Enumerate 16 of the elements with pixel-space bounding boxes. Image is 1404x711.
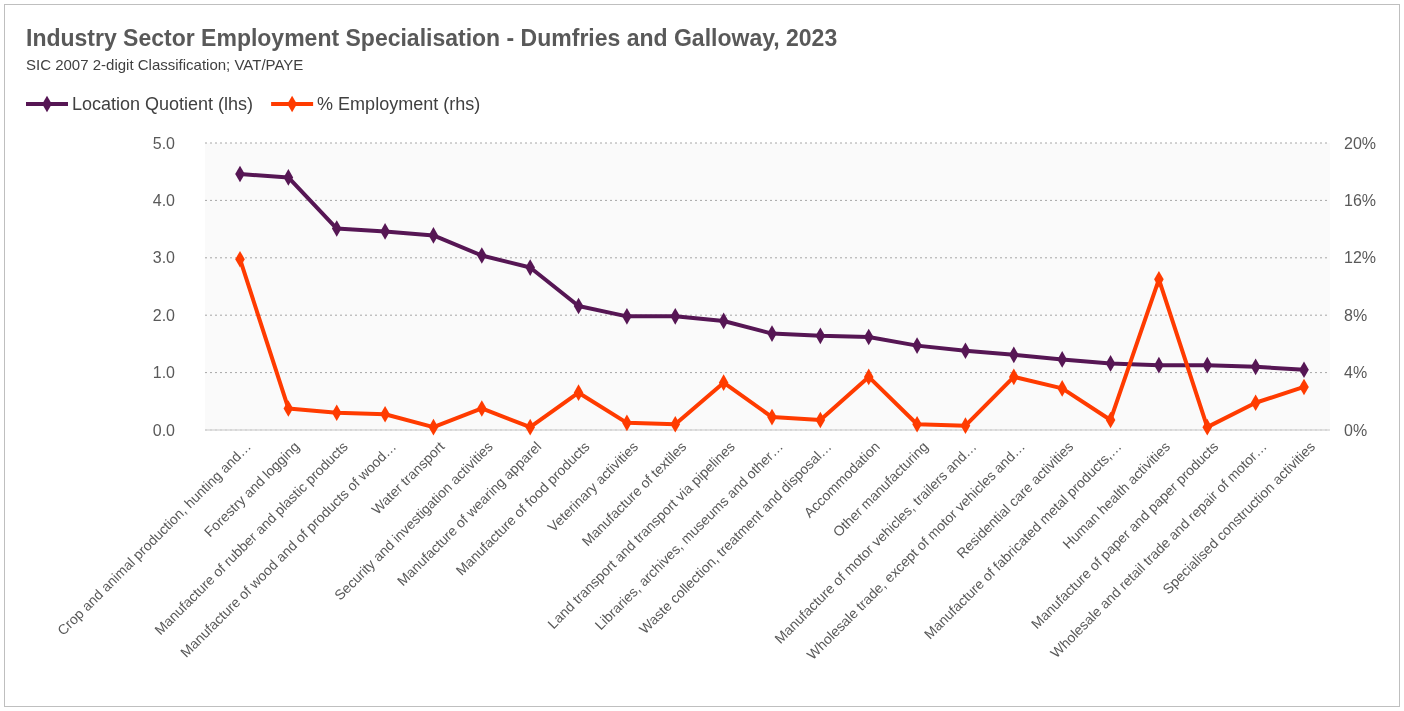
y2-tick-label: 4% bbox=[1344, 364, 1368, 382]
y2-tick-label: 8% bbox=[1344, 306, 1368, 324]
legend-label: % Employment (rhs) bbox=[317, 94, 481, 115]
y2-tick-label: 20% bbox=[1344, 134, 1377, 152]
y-tick-label: 2.0 bbox=[152, 306, 176, 324]
y-tick-label: 0.0 bbox=[152, 421, 176, 439]
y-tick-label: 5.0 bbox=[152, 134, 176, 152]
y2-tick-label: 0% bbox=[1344, 421, 1368, 439]
y-tick-label: 3.0 bbox=[152, 249, 176, 267]
chart-title: Industry Sector Employment Specialisation - Dumfries and Galloway, 2023 bbox=[26, 25, 838, 51]
y-tick-label: 4.0 bbox=[152, 192, 176, 210]
legend-label: Location Quotient (lhs) bbox=[72, 94, 254, 115]
y2-tick-label: 16% bbox=[1344, 192, 1377, 210]
chart-subtitle: SIC 2007 2-digit Classification; VAT/PAYE bbox=[26, 56, 304, 73]
y-tick-label: 1.0 bbox=[152, 364, 176, 382]
y2-tick-label: 12% bbox=[1344, 249, 1377, 267]
